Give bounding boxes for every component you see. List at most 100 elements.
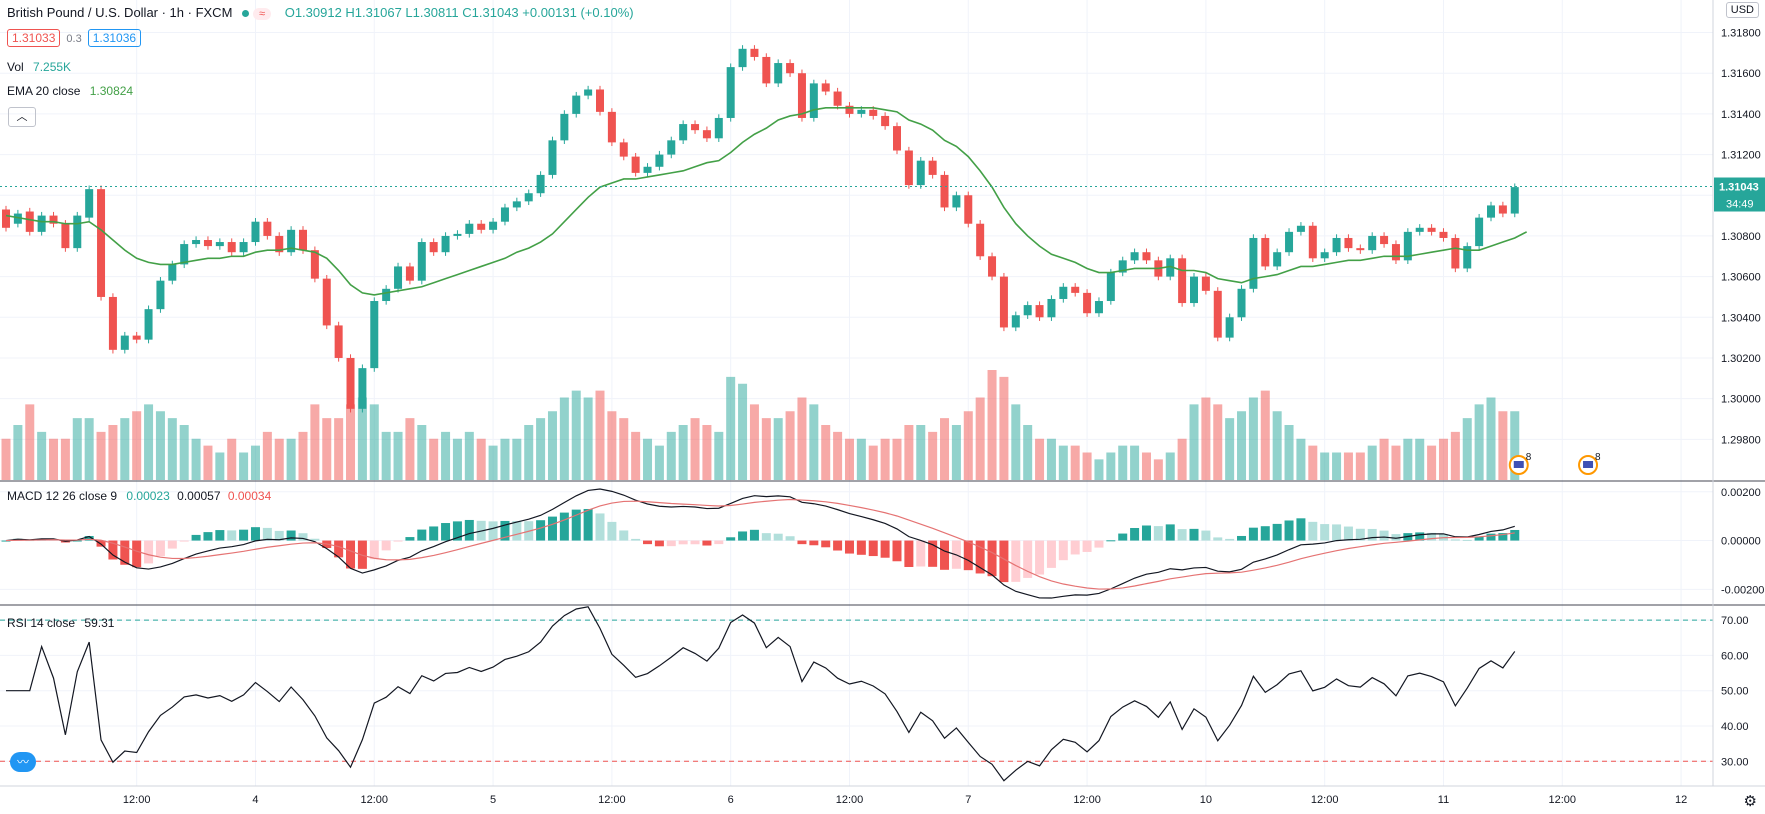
- ema-value: 1.30824: [89, 84, 134, 98]
- macd-histogram-bar: [72, 540, 82, 542]
- candle-body: [1130, 252, 1139, 261]
- volume-bar: [1118, 445, 1128, 480]
- volume-label: Vol: [7, 60, 24, 74]
- macd-histogram-bar: [1308, 521, 1318, 541]
- time-tick-label: 12:00: [836, 794, 864, 806]
- volume-bar: [37, 431, 47, 480]
- volume-legend[interactable]: Vol 7.255K: [7, 60, 71, 74]
- volume-bar: [13, 425, 23, 480]
- candle-body: [1498, 205, 1507, 214]
- ema-legend[interactable]: EMA 20 close 1.30824: [7, 84, 133, 98]
- currency-button[interactable]: USD: [1725, 2, 1759, 18]
- macd-histogram-bar: [892, 540, 902, 562]
- symbol-title[interactable]: British Pound / U.S. Dollar · 1h · FXCM: [7, 5, 233, 20]
- volume-bar: [1225, 418, 1235, 480]
- macd-histogram-bar: [916, 540, 926, 567]
- macd-histogram-bar: [393, 540, 403, 542]
- tradingview-logo-icon[interactable]: 〰: [10, 752, 36, 772]
- macd-label: MACD 12 26 close 9: [7, 489, 118, 503]
- candle-body: [1035, 305, 1044, 318]
- rsi-legend[interactable]: RSI 14 close 59.31: [7, 616, 114, 630]
- macd-histogram-bar: [654, 540, 664, 547]
- volume-bar: [1177, 438, 1187, 480]
- candle-body: [762, 56, 771, 84]
- volume-bar: [96, 431, 106, 480]
- candle-body: [370, 301, 379, 369]
- candle-body: [643, 166, 652, 173]
- volume-bar: [749, 404, 759, 480]
- gear-icon[interactable]: ⚙: [1743, 793, 1757, 810]
- volume-bar: [904, 425, 914, 480]
- macd-histogram-bar: [797, 540, 807, 545]
- price-tick-label: 1.31600: [1721, 68, 1761, 80]
- volume-bar: [227, 438, 237, 480]
- candle-body: [429, 242, 438, 253]
- macd-histogram-bar: [417, 529, 427, 541]
- candle-body: [97, 189, 106, 297]
- macd-histogram-bar: [1510, 529, 1520, 541]
- macd-histogram-bar: [381, 540, 391, 551]
- macd-histogram-bar: [144, 540, 154, 564]
- candle-body: [1427, 227, 1436, 232]
- macd-histogram-bar: [1225, 538, 1235, 541]
- candle-body: [477, 223, 486, 230]
- bid-price[interactable]: 1.31033: [7, 29, 61, 47]
- chevron-up-icon[interactable]: ︿: [8, 107, 36, 127]
- macd-histogram-bar: [583, 508, 593, 541]
- macd-histogram-bar: [963, 540, 973, 571]
- volume-bar: [1438, 438, 1448, 480]
- ask-price[interactable]: 1.31036: [87, 29, 142, 47]
- candle-body: [774, 63, 783, 84]
- volume-bar: [987, 370, 997, 480]
- volume-bar: [500, 438, 510, 480]
- volume-bar: [1070, 445, 1080, 480]
- candle-body: [512, 201, 521, 208]
- volume-bar: [583, 397, 593, 480]
- volume-bar: [369, 404, 379, 480]
- macd-histogram-bar: [1177, 529, 1187, 541]
- candle-body: [1047, 298, 1056, 318]
- candle-body: [441, 235, 450, 253]
- volume-bar: [72, 418, 82, 480]
- volume-bar: [536, 418, 546, 480]
- price-tick-label: 1.30400: [1721, 312, 1761, 324]
- quote-legend: 1.31033 0.3 1.31036: [7, 29, 147, 47]
- macd-histogram-bar: [191, 534, 201, 541]
- volume-bar: [714, 431, 724, 480]
- candle-body: [1106, 272, 1115, 302]
- candle-body: [584, 89, 593, 96]
- macd-histogram-bar: [571, 509, 581, 541]
- volume-bar: [1248, 397, 1258, 480]
- volume-bar: [476, 438, 486, 480]
- macd-histogram-bar: [678, 540, 688, 545]
- macd-histogram-bar: [1343, 526, 1353, 541]
- candle-body: [417, 242, 426, 281]
- macd-histogram-bar: [108, 540, 118, 560]
- volume-bar: [144, 404, 154, 480]
- candle-body: [394, 266, 403, 289]
- candle-body: [1368, 235, 1377, 251]
- candle-body: [857, 109, 866, 114]
- macd-histogram-bar: [928, 540, 938, 567]
- candle-body: [1071, 286, 1080, 293]
- delayed-data-icon[interactable]: ≈: [253, 7, 272, 20]
- candle-body: [405, 266, 414, 281]
- candle-body: [655, 154, 664, 167]
- macd-legend[interactable]: MACD 12 26 close 9 0.00023 0.00057 0.000…: [7, 489, 271, 503]
- candle-body: [1308, 225, 1317, 259]
- volume-bar: [215, 452, 225, 480]
- candle-body: [37, 215, 46, 232]
- macd-histogram-bar: [227, 530, 237, 541]
- macd-histogram-bar: [1023, 540, 1033, 578]
- macd-signal-line: [5, 498, 1515, 590]
- volume-bar: [619, 418, 629, 480]
- price-tick-label: 1.30200: [1721, 353, 1761, 365]
- macd-histogram-bar: [1415, 532, 1425, 541]
- candle-body: [203, 240, 212, 247]
- candle-body: [964, 195, 973, 224]
- volume-bar: [1332, 452, 1342, 480]
- candle-body: [1118, 260, 1127, 273]
- macd-histogram-bar: [666, 540, 676, 547]
- volume-bar: [120, 418, 130, 480]
